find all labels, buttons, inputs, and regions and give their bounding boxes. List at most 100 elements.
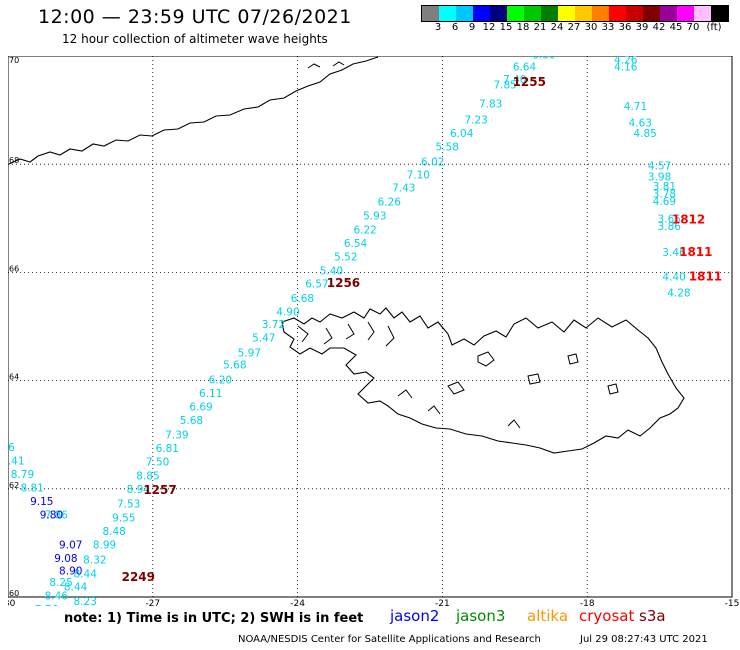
swh-value: 9.08 bbox=[54, 553, 77, 565]
swh-value: 6.02 bbox=[421, 156, 444, 168]
color-swatch bbox=[507, 6, 524, 21]
pass-time-label: 1811 bbox=[679, 245, 712, 259]
color-scale-label: 33 bbox=[601, 22, 615, 33]
color-swatch bbox=[439, 6, 456, 21]
color-scale-label: 70 bbox=[686, 22, 700, 33]
swh-value: 7.85 bbox=[493, 79, 516, 91]
color-scale-label: 36 bbox=[618, 22, 632, 33]
color-swatch bbox=[643, 6, 660, 21]
swh-value: 7.10 bbox=[407, 169, 430, 181]
swh-value: 8.48 bbox=[102, 526, 125, 538]
y-tick-label: 64 bbox=[9, 373, 19, 382]
swh-value: 6.64 bbox=[513, 62, 537, 74]
map-subtitle: 12 hour collection of altimeter wave hei… bbox=[62, 32, 328, 46]
swh-value: 4.69 bbox=[653, 196, 676, 208]
x-tick-label: -27 bbox=[145, 599, 160, 606]
swh-value: 3.81 bbox=[653, 181, 676, 193]
swh-value: 4.90 bbox=[276, 307, 299, 319]
color-swatch bbox=[490, 6, 507, 21]
color-scale-label: 45 bbox=[669, 22, 683, 33]
iceland-westfjords-detail bbox=[297, 321, 395, 347]
swh-value: 6.11 bbox=[199, 388, 222, 400]
y-tick-label: 60 bbox=[9, 589, 19, 598]
legend-s3a: s3a bbox=[639, 607, 666, 625]
pass-time-label: 1256 bbox=[327, 276, 360, 290]
iceland-south-coast-detail bbox=[397, 389, 521, 429]
legend-cryosat: cryosat bbox=[579, 607, 635, 625]
coastlines bbox=[8, 56, 685, 454]
swh-value: 7.86 bbox=[45, 510, 69, 522]
color-swatch bbox=[558, 6, 575, 21]
axis-tick-labels: -30 -27 -24 -21 -18 -15 70 68 66 64 62 60 bbox=[8, 56, 739, 606]
color-swatch bbox=[711, 6, 728, 21]
swh-value: 7.53 bbox=[117, 499, 140, 511]
swh-value: 4.57 bbox=[648, 161, 671, 173]
swh-value: 3.86 bbox=[658, 221, 682, 233]
swh-value: 3.65 bbox=[658, 214, 681, 226]
swh-value: 6.20 bbox=[209, 374, 232, 386]
swh-value: 5.68 bbox=[180, 415, 203, 427]
swh-value: 7.23 bbox=[464, 115, 487, 127]
color-scale-label: (ft) bbox=[706, 22, 722, 33]
swh-value: 7.39 bbox=[165, 429, 188, 441]
color-swatch bbox=[541, 6, 558, 21]
credit-timestamp: Jul 29 08:27:43 UTC 2021 bbox=[580, 634, 708, 645]
swh-value: 6.68 bbox=[291, 293, 314, 305]
swh-value: 8.46 bbox=[45, 591, 69, 603]
color-scale-label: 21 bbox=[533, 22, 547, 33]
swh-value: 4.71 bbox=[624, 101, 647, 113]
color-swatch bbox=[626, 6, 643, 21]
x-tick-label: -18 bbox=[580, 599, 595, 606]
color-scale-label: 12 bbox=[482, 22, 496, 33]
swh-value: 8.23 bbox=[74, 596, 97, 606]
color-swatch bbox=[660, 6, 677, 21]
swh-value: 7.43 bbox=[392, 182, 415, 194]
swh-value: 8.44 bbox=[64, 582, 88, 594]
swh-value: 7.40 bbox=[503, 74, 526, 86]
color-scale-label: 3 bbox=[434, 22, 442, 33]
swh-value: 5.58 bbox=[436, 142, 459, 154]
swh-value: 8.99 bbox=[93, 539, 116, 551]
swh-value: 9.55 bbox=[112, 512, 135, 524]
swh-value: 3.46 bbox=[662, 247, 686, 259]
lat-lon-grid bbox=[8, 56, 732, 597]
pass-time-label: 1255 bbox=[513, 75, 546, 89]
pass-time-labels: 125512561257224912582248181218111811 bbox=[122, 75, 723, 584]
swh-value: 4.19 bbox=[614, 56, 637, 59]
swh-value: 4.28 bbox=[667, 288, 690, 300]
color-scale-label: 39 bbox=[635, 22, 649, 33]
swh-value: 5.68 bbox=[223, 360, 246, 372]
credit-line: NOAA/NESDIS Center for Satellite Applica… bbox=[238, 634, 541, 645]
legend-jason2: jason2 bbox=[390, 607, 440, 625]
swh-value: 5.93 bbox=[363, 210, 386, 222]
swh-value: 8.44 bbox=[74, 569, 98, 581]
color-swatch bbox=[456, 6, 473, 21]
color-scale-bar bbox=[421, 5, 729, 22]
swh-value: 4.26 bbox=[614, 56, 638, 67]
footer-note: note: 1) Time is in UTC; 2) SWH is in fe… bbox=[64, 611, 364, 626]
swh-value: 3.98 bbox=[648, 171, 671, 183]
swh-value: 8.32 bbox=[83, 554, 106, 566]
swh-value: 9.07 bbox=[59, 539, 82, 551]
swh-value: 8.81 bbox=[20, 483, 43, 495]
x-tick-label: -24 bbox=[290, 599, 305, 606]
color-scale-label: 15 bbox=[499, 22, 513, 33]
swh-value: 3.72 bbox=[262, 319, 285, 331]
swh-value: 9.80 bbox=[40, 510, 63, 522]
swh-value: 8.66 bbox=[8, 442, 15, 454]
iceland-outline bbox=[281, 307, 685, 454]
swh-value: 5.52 bbox=[334, 251, 357, 263]
altimeter-tracks: 6.866.647.407.85 7.83 7.236.04 5.58 6.027.10… bbox=[8, 56, 691, 606]
color-scale-label: 27 bbox=[567, 22, 581, 33]
swh-value: 4.63 bbox=[629, 117, 652, 129]
x-tick-label: -21 bbox=[435, 599, 450, 606]
color-swatch bbox=[473, 6, 490, 21]
swh-value: 5.40 bbox=[320, 266, 343, 278]
pass-time-label: 1257 bbox=[143, 483, 176, 497]
color-scale-label: 42 bbox=[652, 22, 666, 33]
y-tick-label: 70 bbox=[9, 56, 19, 65]
map-title: 12:00 — 23:59 UTC 07/26/2021 bbox=[38, 6, 352, 28]
pass-time-label: 1811 bbox=[689, 270, 722, 284]
swh-value: 7.50 bbox=[146, 457, 169, 469]
